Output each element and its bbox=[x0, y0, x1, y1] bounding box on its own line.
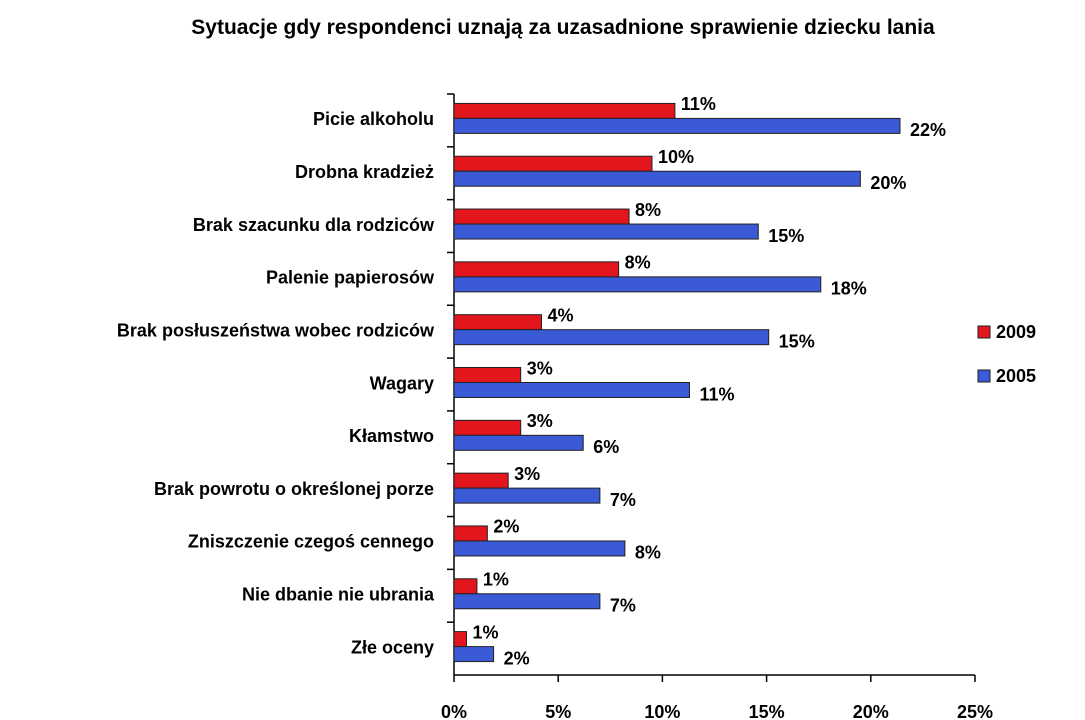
x-tick-label: 15% bbox=[749, 702, 785, 720]
bar bbox=[453, 261, 620, 278]
x-tick-label: 25% bbox=[957, 702, 993, 720]
y-tick-label: Drobna kradzież bbox=[295, 162, 434, 182]
bar bbox=[453, 631, 468, 648]
value-label: 1% bbox=[483, 570, 509, 590]
bar bbox=[453, 578, 478, 595]
bar bbox=[453, 434, 584, 451]
value-label: 15% bbox=[768, 226, 804, 246]
value-label: 18% bbox=[831, 279, 867, 299]
bar bbox=[453, 540, 626, 557]
value-label: 4% bbox=[548, 305, 574, 325]
value-label: 3% bbox=[527, 358, 553, 378]
legend-swatch bbox=[977, 325, 991, 339]
legend-swatch bbox=[977, 369, 991, 383]
y-tick-label: Brak powrotu o określonej porze bbox=[154, 479, 434, 499]
value-label: 2% bbox=[504, 648, 530, 668]
bar bbox=[453, 276, 822, 293]
value-label: 7% bbox=[610, 596, 636, 616]
x-tick-label: 0% bbox=[441, 702, 467, 720]
bar bbox=[453, 472, 509, 489]
bar bbox=[453, 646, 495, 663]
value-label: 11% bbox=[699, 384, 734, 404]
y-tick-label: Złe oceny bbox=[351, 637, 434, 657]
bar bbox=[453, 117, 901, 134]
value-label: 3% bbox=[527, 411, 553, 431]
x-tick-label: 10% bbox=[644, 702, 680, 720]
value-label: 7% bbox=[610, 490, 636, 510]
value-label: 10% bbox=[658, 147, 694, 167]
bar bbox=[453, 419, 522, 436]
value-label: 8% bbox=[635, 200, 661, 220]
y-tick-label: Picie alkoholu bbox=[313, 109, 434, 129]
bar bbox=[453, 102, 676, 119]
value-label: 8% bbox=[625, 253, 651, 273]
value-label: 22% bbox=[910, 120, 946, 140]
y-tick-label: Nie dbanie nie ubrania bbox=[242, 585, 435, 605]
y-tick-label: Palenie papierosów bbox=[266, 268, 435, 288]
bar bbox=[453, 593, 601, 610]
y-tick-label: Zniszczenie czegoś cennego bbox=[188, 532, 434, 552]
value-label: 8% bbox=[635, 543, 661, 563]
legend-label: 2009 bbox=[996, 322, 1036, 342]
bar bbox=[453, 525, 488, 542]
value-label: 2% bbox=[493, 517, 519, 537]
y-tick-label: Brak posłuszeństwa wobec rodziców bbox=[117, 320, 435, 340]
bar bbox=[453, 367, 522, 383]
bar bbox=[453, 314, 543, 331]
bar bbox=[453, 487, 601, 504]
value-label: 15% bbox=[779, 331, 815, 351]
y-tick-label: Wagary bbox=[370, 373, 434, 393]
bar bbox=[453, 382, 690, 398]
bar bbox=[453, 208, 630, 225]
chart-title: Sytuacje gdy respondenci uznają za uzasa… bbox=[191, 16, 935, 39]
value-label: 11% bbox=[681, 94, 716, 114]
value-label: 1% bbox=[473, 622, 499, 642]
bar bbox=[453, 155, 653, 172]
bar bbox=[453, 223, 759, 240]
value-label: 6% bbox=[593, 437, 619, 457]
value-label: 3% bbox=[514, 464, 540, 484]
y-tick-label: Brak szacunku dla rodziców bbox=[193, 215, 435, 235]
value-label: 20% bbox=[870, 173, 906, 193]
x-tick-label: 5% bbox=[545, 702, 571, 720]
y-tick-label: Kłamstwo bbox=[349, 426, 434, 446]
bar bbox=[453, 329, 770, 346]
bar bbox=[453, 170, 861, 187]
x-tick-label: 20% bbox=[853, 702, 889, 720]
legend-label: 2005 bbox=[996, 366, 1036, 386]
